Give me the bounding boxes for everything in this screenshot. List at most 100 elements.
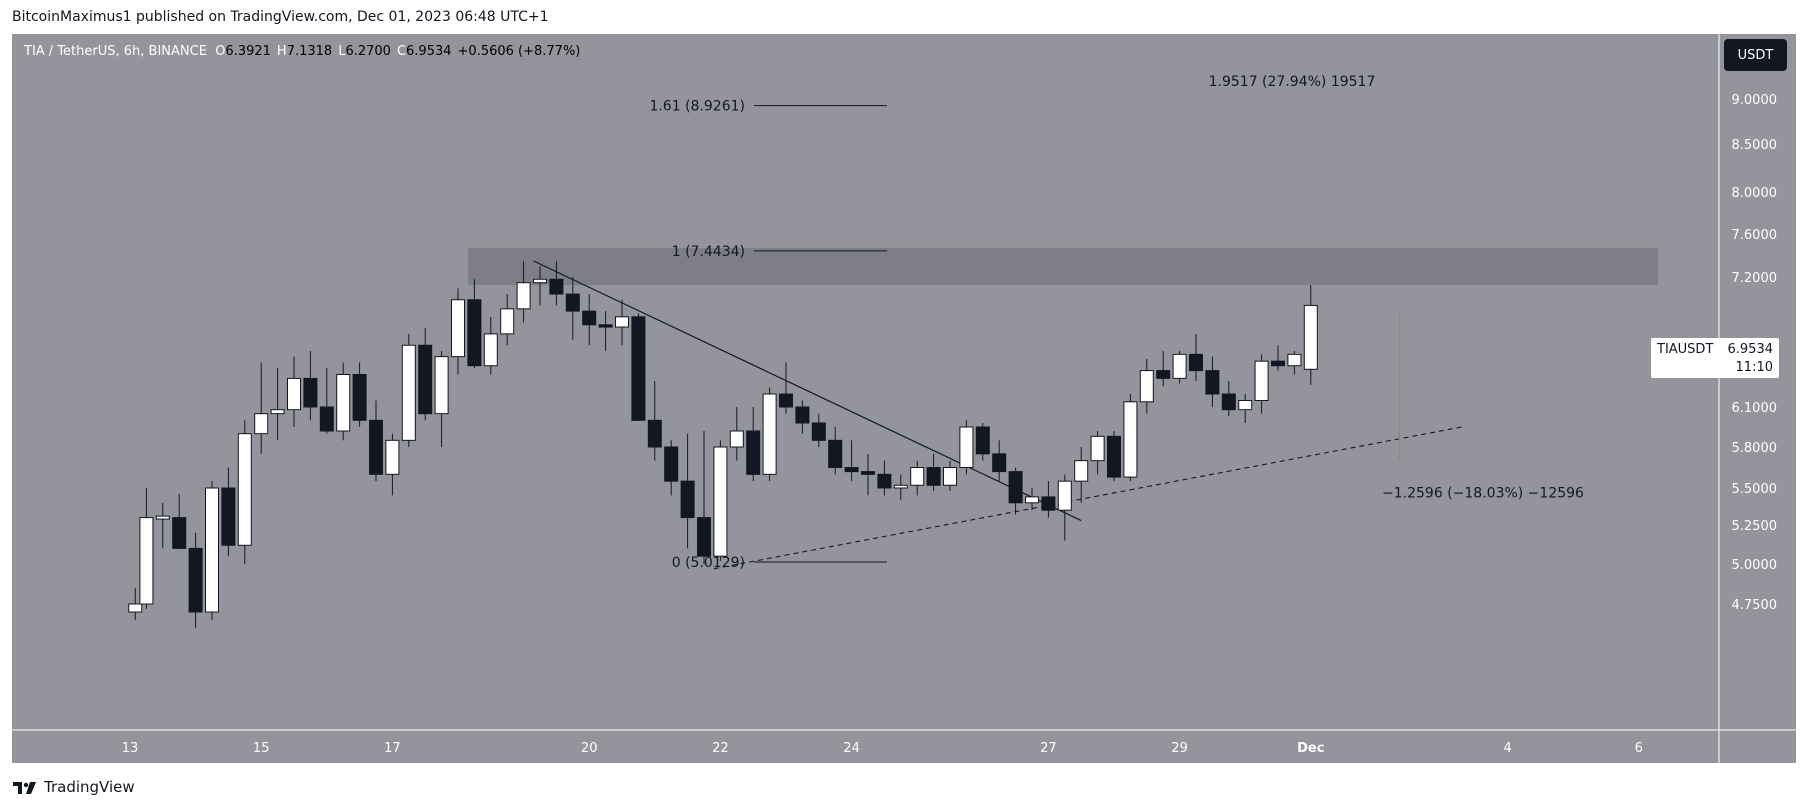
publisher-header: BitcoinMaximus1 published on TradingView… <box>12 9 549 25</box>
candle-up <box>1287 353 1302 367</box>
candle-down <box>1107 435 1121 478</box>
candle-down <box>598 324 613 328</box>
open-value: 6.3921 <box>225 44 271 59</box>
candle-down <box>188 547 203 613</box>
price-tick-label: 7.6000 <box>1732 228 1778 243</box>
candle-up <box>713 446 728 557</box>
candle-up <box>483 333 498 367</box>
candle-up <box>1254 360 1269 401</box>
footer-brand[interactable]: TradingView <box>12 778 135 796</box>
candle-down <box>795 406 810 424</box>
candle-up <box>287 377 301 411</box>
candle-up <box>1172 353 1187 379</box>
tradingview-logo-icon <box>13 782 36 794</box>
candle-up <box>615 316 629 328</box>
price-tag-symbol: TIAUSDT <box>1657 342 1714 357</box>
descending-trendline <box>533 260 1082 522</box>
candle-down <box>861 471 875 475</box>
time-tick-label: 22 <box>712 741 729 756</box>
candle-down <box>680 480 695 519</box>
candle-down <box>467 299 482 367</box>
candle-down <box>1189 353 1203 372</box>
candle-down <box>418 344 433 415</box>
time-tick-label: 4 <box>1503 741 1511 756</box>
candle-down <box>975 426 990 455</box>
ascending-support-line <box>713 426 1462 570</box>
high-value: 7.1318 <box>286 44 333 59</box>
candle-up <box>500 308 515 335</box>
price-tick-label: 5.5000 <box>1732 482 1778 497</box>
time-tick-label: 6 <box>1635 741 1643 756</box>
measure-bottom-label: −1.2596 (−18.03%) −12596 <box>1382 485 1584 501</box>
fib-level-label: 1 (7.4434) <box>672 244 745 260</box>
change-value: +0.5606 (+8.77%) <box>457 44 581 59</box>
close-label: C <box>396 44 407 59</box>
candle-down <box>582 310 597 326</box>
candle-down <box>1221 393 1236 411</box>
candle-down <box>631 316 646 421</box>
candle-down <box>1205 370 1220 395</box>
candle-down <box>1008 471 1023 504</box>
candle-up <box>533 278 547 284</box>
candle-down <box>1041 496 1056 511</box>
fib-level-label: 0 (5.0129) <box>672 555 745 571</box>
open-label: O <box>215 44 226 59</box>
currency-button[interactable]: USDT <box>1724 39 1787 71</box>
candle-up <box>762 393 777 475</box>
candle-down <box>1156 370 1171 379</box>
low-value: 6.2700 <box>345 44 391 59</box>
candle-up <box>1090 435 1105 462</box>
candle-down <box>221 487 236 546</box>
candle-down <box>303 377 318 408</box>
resistance-zone <box>467 247 1659 285</box>
symbol-legend: TIA / TetherUS, 6h, BINANCE O6.3921 H7.13… <box>24 44 586 59</box>
candle-up <box>155 515 170 520</box>
candle-down <box>352 374 367 421</box>
candle-down <box>811 422 826 441</box>
candle-down <box>926 467 941 486</box>
measure-top-label: 1.9517 (27.94%) 19517 <box>1209 74 1376 90</box>
price-tick-label: 6.1000 <box>1732 401 1778 416</box>
candle-up <box>336 374 351 432</box>
time-tick-label: 24 <box>843 741 860 756</box>
candle-up <box>1025 496 1039 504</box>
price-chart[interactable]: 1.61 (8.9261) 1 (7.4434) 0 (5.0129) 1.9517 … <box>12 34 1796 763</box>
time-tick-label: 17 <box>384 741 401 756</box>
time-tick-label: 29 <box>1171 741 1188 756</box>
candle-up <box>128 603 143 613</box>
candle-down <box>746 430 761 475</box>
candle-up <box>1074 460 1089 482</box>
candle-up <box>516 282 531 310</box>
candle-down <box>369 419 383 475</box>
fib-level-label: 1.61 (8.9261) <box>649 99 745 115</box>
candle-up <box>270 409 285 415</box>
candle-up <box>1123 401 1138 478</box>
price-tag-countdown: 11:10 <box>1735 360 1773 375</box>
candle-up <box>385 439 400 475</box>
candle-down <box>647 419 662 448</box>
candle-down <box>1271 360 1285 367</box>
last-price-tag: TIAUSDT 6.9534 11:10 <box>1651 338 1779 378</box>
price-tick-label: 5.2500 <box>1732 519 1778 534</box>
price-tick-label: 8.0000 <box>1732 186 1778 201</box>
candle-up <box>1303 304 1318 370</box>
high-label: H <box>276 44 287 59</box>
candle-up <box>205 487 219 613</box>
candle-down <box>877 473 892 489</box>
candle-up <box>910 467 925 486</box>
candle-up <box>1057 480 1072 511</box>
low-label: L <box>338 44 346 59</box>
symbol-title: TIA / TetherUS, 6h, BINANCE <box>24 44 207 59</box>
candle-up <box>729 430 744 448</box>
time-tick-label: 13 <box>122 741 139 756</box>
price-tag-price: 6.9534 <box>1727 342 1774 357</box>
candle-down <box>549 278 564 295</box>
candle-down <box>828 439 843 469</box>
candle-up <box>139 517 154 605</box>
candle-down <box>697 517 711 557</box>
candle-down <box>844 467 859 473</box>
candle-up <box>254 413 269 435</box>
candle-down <box>992 453 1007 473</box>
footer-brand-label: TradingView <box>44 778 135 796</box>
price-tick-label: 5.8000 <box>1732 441 1778 456</box>
